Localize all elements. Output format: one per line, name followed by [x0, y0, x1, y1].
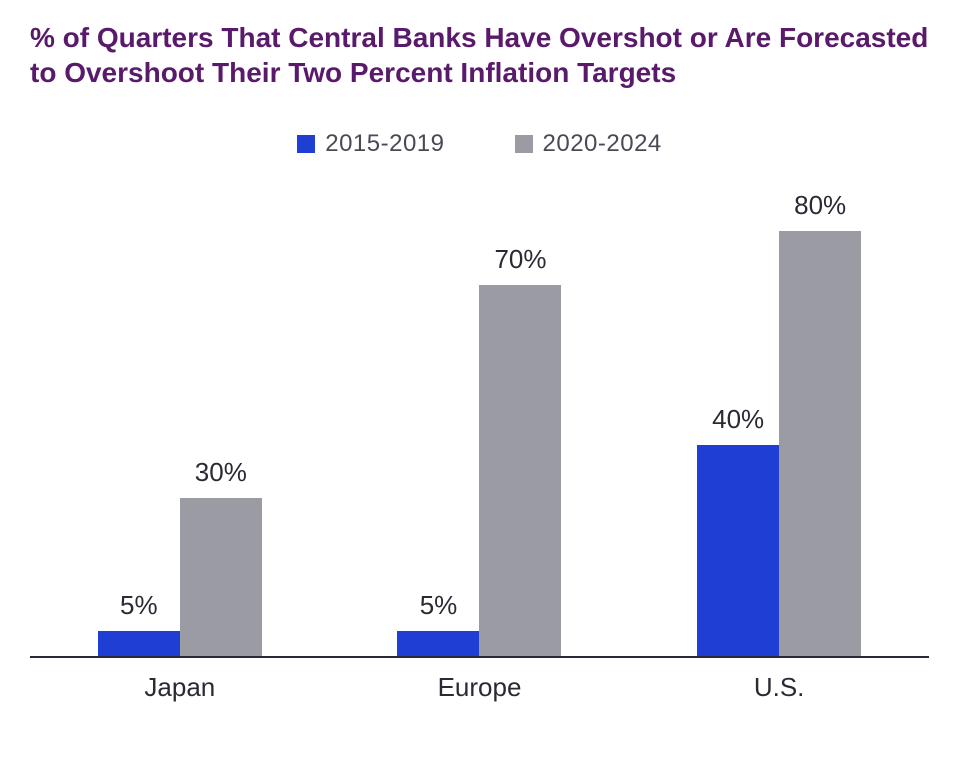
bar-wrap-2-1: 80%	[779, 190, 861, 658]
bar-value-label: 5%	[420, 590, 458, 621]
bar-group-0: 5% 30%	[50, 457, 310, 658]
legend-label-1: 2020-2024	[543, 130, 662, 158]
legend-item-1: 2020-2024	[515, 130, 662, 158]
bar-group-2: 40% 80%	[649, 190, 909, 658]
bar-value-label: 80%	[794, 190, 846, 221]
bar-1-1	[479, 285, 561, 658]
bar-group-1: 5% 70%	[349, 244, 609, 658]
bar-value-label: 70%	[494, 244, 546, 275]
legend: 2015-2019 2020-2024	[30, 130, 929, 158]
x-axis-line	[30, 656, 929, 658]
bar-value-label: 5%	[120, 590, 158, 621]
bar-value-label: 30%	[195, 457, 247, 488]
legend-swatch-0	[297, 135, 315, 153]
bar-0-1	[180, 498, 262, 658]
bar-wrap-0-1: 30%	[180, 457, 262, 658]
legend-item-0: 2015-2019	[297, 130, 444, 158]
x-axis-labels: Japan Europe U.S.	[30, 672, 929, 703]
bar-wrap-0-0: 5%	[98, 590, 180, 658]
bar-groups: 5% 30% 5% 70% 40% 80%	[30, 178, 929, 658]
bar-2-1	[779, 231, 861, 658]
x-label-1: Europe	[349, 672, 609, 703]
bar-wrap-2-0: 40%	[697, 404, 779, 658]
legend-swatch-1	[515, 135, 533, 153]
bar-2-0	[697, 445, 779, 658]
x-label-2: U.S.	[649, 672, 909, 703]
legend-label-0: 2015-2019	[325, 130, 444, 158]
x-label-0: Japan	[50, 672, 310, 703]
bar-1-0	[397, 631, 479, 658]
bar-wrap-1-0: 5%	[397, 590, 479, 658]
plot-area: 5% 30% 5% 70% 40% 80%	[30, 178, 929, 658]
bar-wrap-1-1: 70%	[479, 244, 561, 658]
bar-0-0	[98, 631, 180, 658]
bar-value-label: 40%	[712, 404, 764, 435]
chart-title: % of Quarters That Central Banks Have Ov…	[30, 20, 929, 90]
